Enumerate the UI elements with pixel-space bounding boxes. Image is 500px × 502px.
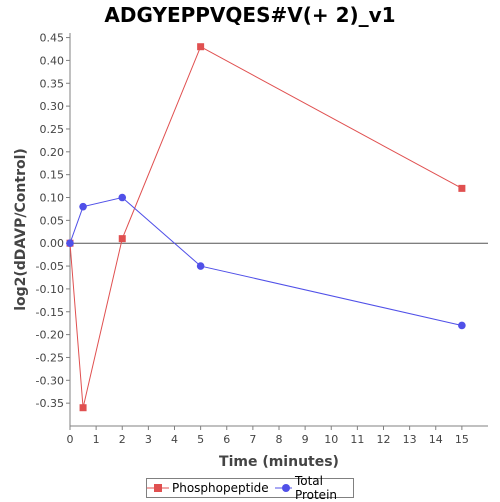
legend-marker-square-icon <box>147 484 169 492</box>
x-tick-label: 15 <box>455 433 469 446</box>
chart-title: ADGYEPPVQES#V(+ 2)_v1 <box>104 3 396 27</box>
legend: Phosphopeptide Total Protein <box>146 474 354 502</box>
plot-area: 0.45 0.40 0.35 0.30 0.25 0.20 0.15 0.10 0.05 0.00… <box>13 32 488 470</box>
x-tick-label: 11 <box>350 433 364 446</box>
x-tick-label: 13 <box>403 433 417 446</box>
x-tick-label: 8 <box>276 433 283 446</box>
data-point-circle <box>118 193 127 202</box>
y-tick-label: 0.45 <box>40 32 65 45</box>
y-tick-label: -0.20 <box>36 329 64 342</box>
y-tick-label: -0.15 <box>36 306 64 319</box>
x-axis-label: Time (minutes) <box>219 454 339 470</box>
x-tick-label: 3 <box>145 433 152 446</box>
legend-marker-circle-icon <box>274 484 292 492</box>
data-point-circle <box>196 262 205 270</box>
data-point-square <box>197 43 205 51</box>
data-point-circle <box>79 202 87 211</box>
data-point-square <box>118 235 126 243</box>
x-tick-label: 14 <box>429 433 443 446</box>
y-tick-label: -0.30 <box>36 374 64 387</box>
y-tick-label: -0.10 <box>36 283 64 296</box>
x-tick-label: 9 <box>302 433 309 446</box>
x-tick-label: 1 <box>93 433 100 446</box>
x-tick-label: 6 <box>223 433 230 446</box>
y-tick-label: 0.10 <box>40 192 65 205</box>
data-point-square <box>458 184 466 192</box>
y-tick-label: 0.35 <box>40 77 65 90</box>
y-tick-label: -0.35 <box>36 397 64 410</box>
y-tick-label: 0.25 <box>40 123 65 136</box>
x-tick-label: 5 <box>197 433 204 446</box>
x-tick-label: 2 <box>119 433 126 446</box>
y-tick-label: 0.20 <box>40 146 65 159</box>
data-point-circle <box>458 321 466 330</box>
data-point-circle <box>66 239 74 248</box>
y-tick-label: 0.15 <box>40 169 65 182</box>
x-tick-label: 4 <box>171 433 178 446</box>
y-tick-label: 0.40 <box>40 54 65 67</box>
legend-item-phosphopeptide: Phosphopeptide <box>147 481 269 495</box>
y-tick-label: 0.05 <box>40 214 65 227</box>
y-tick-label: 0.00 <box>40 237 65 250</box>
x-tick-label: 12 <box>377 433 391 446</box>
y-axis-label: log2(dDAVP/Control) <box>13 148 29 311</box>
data-point-square <box>79 404 87 412</box>
plot-background <box>70 33 488 426</box>
x-tick-label: 10 <box>324 433 338 446</box>
legend-label-total-protein: Total Protein <box>294 474 338 502</box>
y-tick-label: 0.30 <box>40 100 65 113</box>
legend-label-phosphopeptide: Phosphopeptide <box>172 481 269 495</box>
x-tick-label: 7 <box>249 433 256 446</box>
y-tick-label: -0.25 <box>36 351 64 364</box>
x-tick-label: 0 <box>67 433 74 446</box>
legend-item-total-protein: Total Protein <box>274 474 353 502</box>
y-tick-label: -0.05 <box>36 260 64 273</box>
